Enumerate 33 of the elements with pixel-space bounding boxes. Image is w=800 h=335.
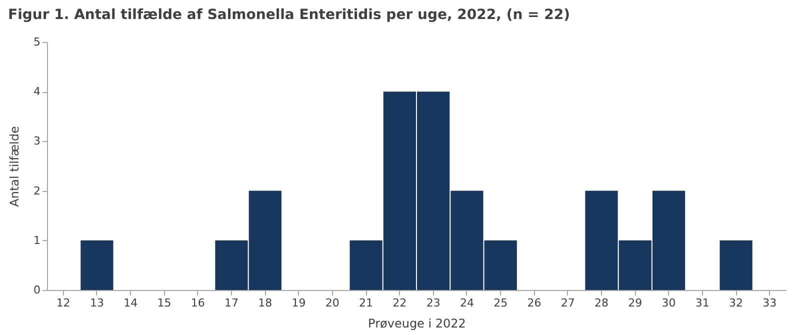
y-tick-label: 3: [34, 134, 40, 148]
x-tick-label: 19: [292, 296, 306, 310]
x-tick-label: 15: [157, 296, 172, 310]
y-axis-title: Antal tilfælde: [8, 126, 22, 207]
bar: [80, 240, 114, 290]
x-tick-label: 20: [325, 296, 340, 310]
x-tick-label: 29: [628, 296, 642, 310]
x-tick-label: 12: [56, 296, 70, 310]
y-tick-label: 1: [34, 234, 40, 247]
x-tick-label: 16: [190, 296, 205, 310]
x-tick-label: 22: [392, 296, 407, 310]
x-tick-label: 32: [729, 296, 744, 310]
x-tick-label: 28: [594, 296, 608, 310]
x-tick-label: 18: [258, 296, 272, 310]
bar: [720, 240, 752, 290]
x-tick-label: 21: [359, 296, 374, 310]
x-tick-label: 30: [662, 296, 676, 310]
x-tick-label: 24: [460, 296, 474, 310]
x-tick-label: 26: [527, 296, 542, 310]
y-tick-label: 5: [34, 36, 40, 48]
y-tick-label: 4: [34, 85, 40, 98]
x-tick-label: 14: [124, 296, 138, 310]
y-tick-label: 0: [34, 284, 40, 296]
x-tick-label: 17: [224, 296, 238, 310]
y-tick-label: 2: [34, 184, 40, 198]
x-tick-label: 23: [426, 296, 440, 310]
chart-title: Figur 1. Antal tilfælde af Salmonella Enteritidis per uge, 2022, (n = 22): [8, 7, 570, 23]
x-tick-label: 31: [695, 296, 710, 310]
x-tick-label: 33: [762, 296, 777, 310]
x-tick-label: 25: [494, 296, 508, 310]
x-tick-label: 13: [90, 296, 104, 310]
x-tick-label: 27: [560, 296, 575, 310]
x-axis-title: Prøveuge i 2022: [368, 316, 466, 330]
